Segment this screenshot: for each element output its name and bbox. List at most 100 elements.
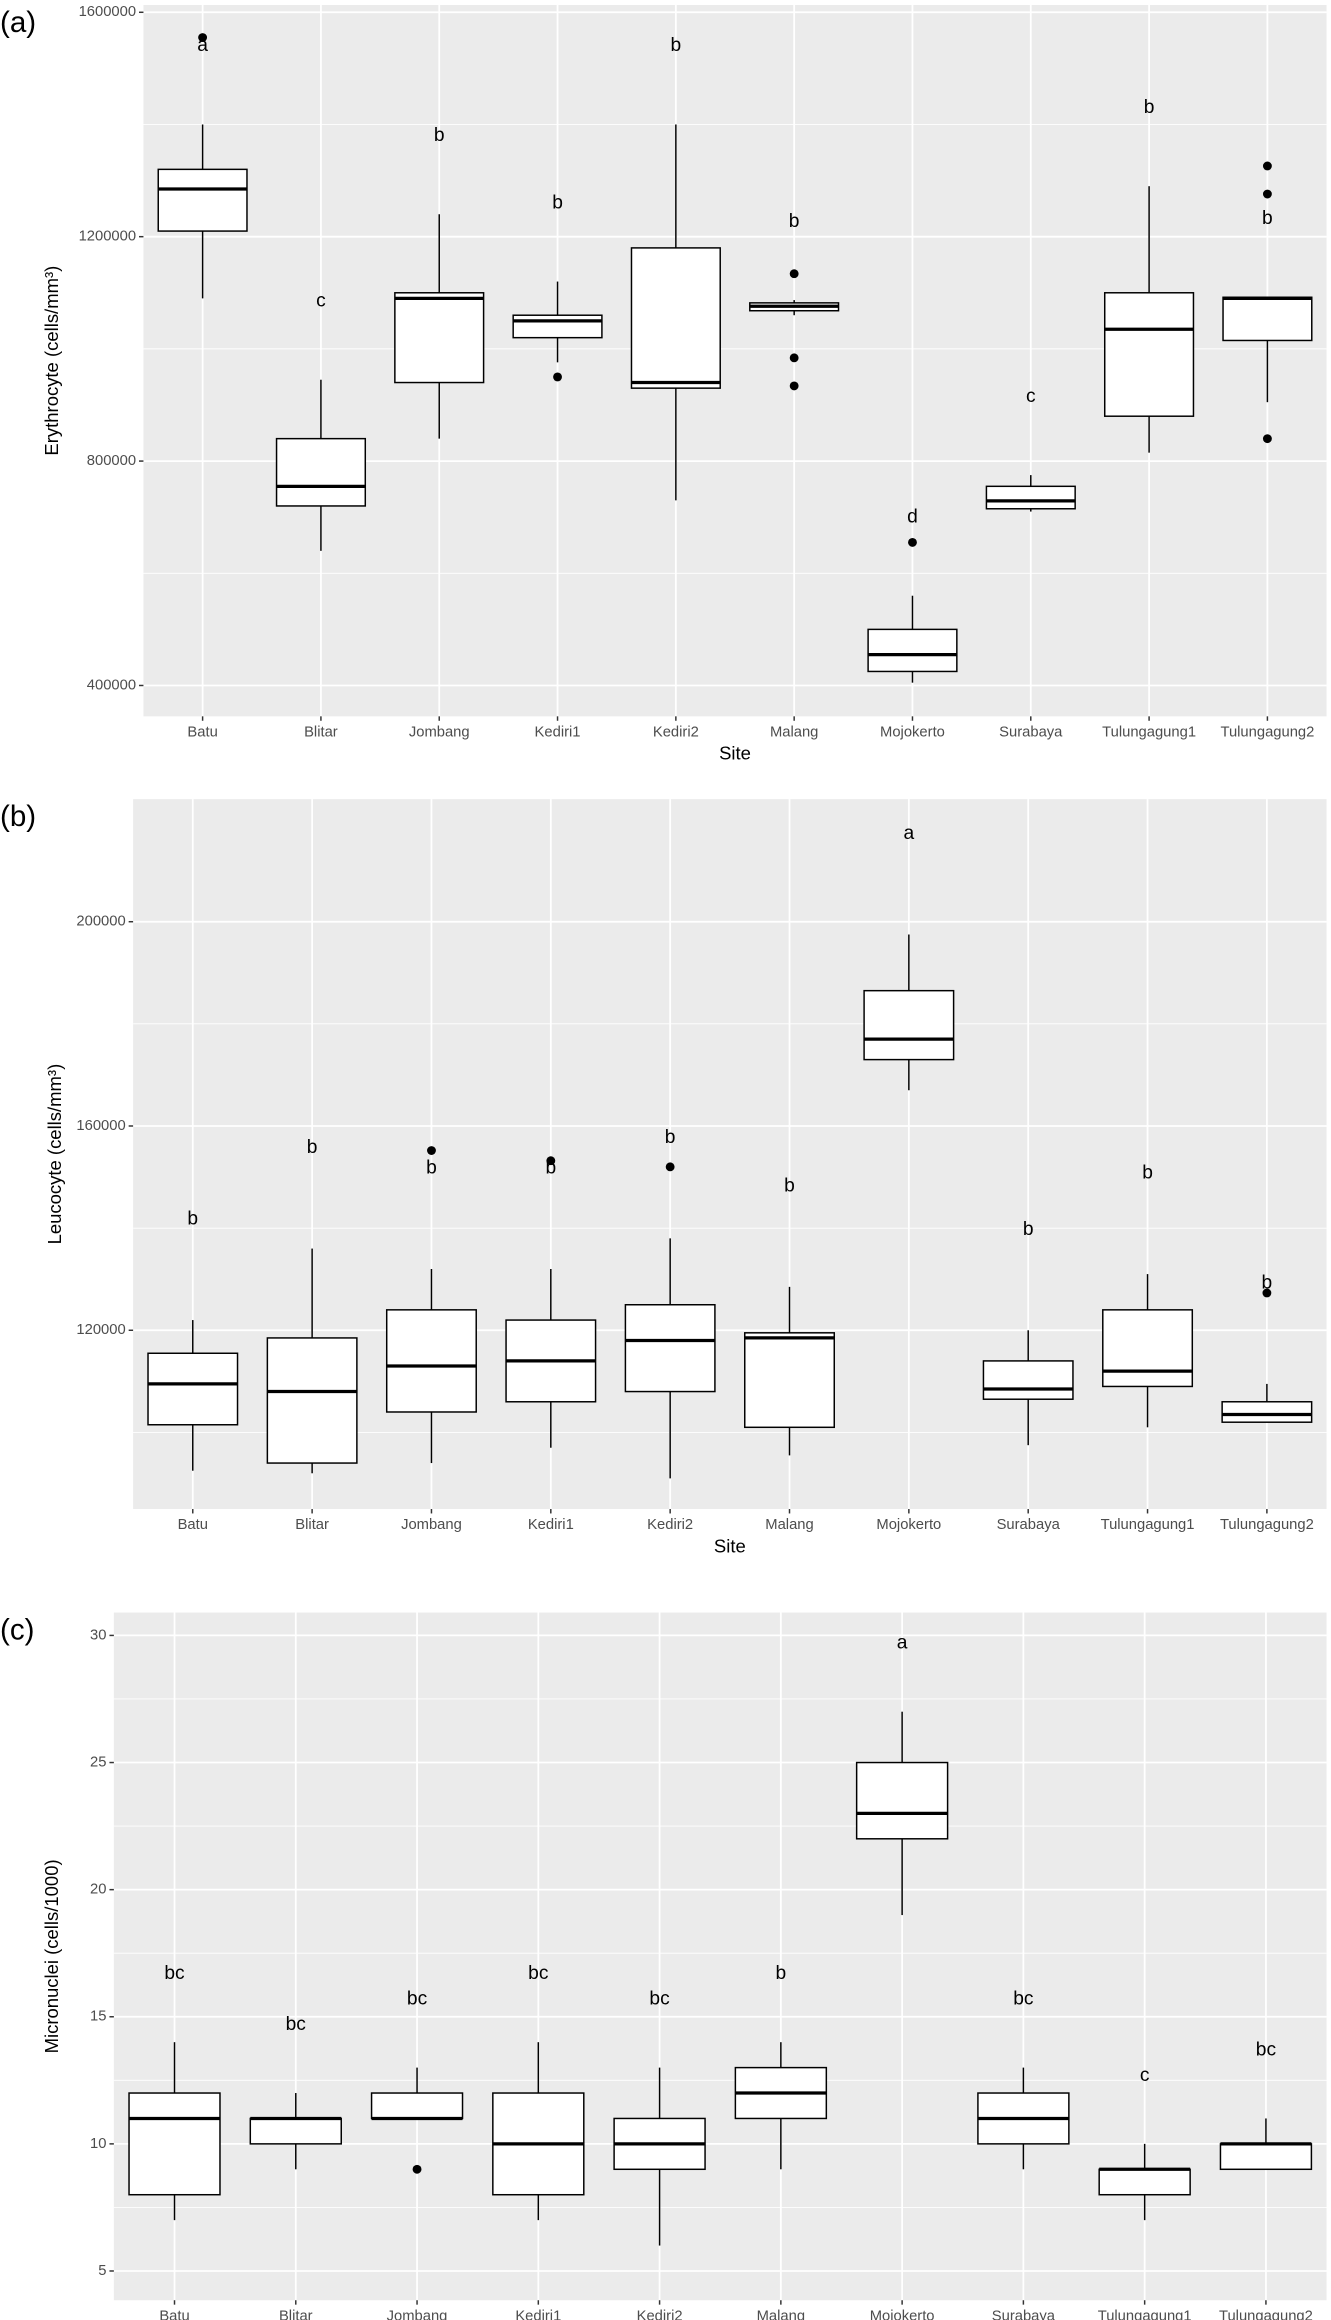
x-tick-label: Kediri1	[535, 725, 581, 741]
y-tick-label: 15	[90, 2009, 106, 2025]
significance-letter: bc	[164, 1963, 185, 1984]
y-axis-title: Leucocyte (cells/mm³)	[44, 1064, 65, 1245]
outlier	[427, 1146, 436, 1155]
significance-letter: a	[897, 1633, 908, 1654]
significance-letter: c	[1026, 386, 1036, 407]
y-tick-label: 1600000	[79, 4, 136, 20]
y-axis-title: Micronuclei (cells/1000)	[41, 1859, 62, 2053]
box	[624, 1304, 716, 1393]
x-tick-label: Blitar	[279, 2308, 313, 2320]
box	[1222, 296, 1313, 342]
significance-letter: c	[316, 290, 326, 311]
outlier	[789, 353, 799, 363]
box	[863, 989, 955, 1061]
significance-letter: b	[1262, 1272, 1273, 1293]
significance-letter: b	[187, 1209, 198, 1230]
x-tick-label: Surabaya	[992, 2308, 1056, 2320]
x-tick-label: Kediri1	[528, 1517, 574, 1533]
y-tick-label: 120000	[76, 1322, 125, 1338]
x-tick-label: Surabaya	[999, 725, 1063, 741]
outlier	[1262, 434, 1272, 444]
x-tick-label: Mojokerto	[870, 2308, 935, 2320]
significance-letter: b	[1023, 1219, 1034, 1240]
box	[157, 168, 248, 232]
significance-letter: bc	[528, 1963, 549, 1984]
box	[275, 437, 367, 507]
outlier	[553, 372, 562, 382]
significance-letter: b	[545, 1158, 556, 1179]
box	[867, 628, 958, 673]
significance-letter: b	[307, 1137, 318, 1158]
significance-letter: b	[434, 125, 445, 146]
x-tick-label: Jombang	[401, 1517, 462, 1533]
x-tick-label: Jombang	[387, 2308, 448, 2320]
x-tick-label: Kediri2	[653, 725, 699, 741]
panel-label: (a)	[0, 6, 36, 39]
box	[394, 292, 485, 384]
x-tick-label: Tulungagung1	[1101, 1517, 1195, 1533]
y-tick-label: 160000	[76, 1118, 125, 1134]
box	[855, 1761, 949, 1840]
y-tick-label: 30	[90, 1627, 106, 1643]
x-tick-label: Malang	[770, 725, 818, 741]
x-tick-label: Mojokerto	[876, 1517, 941, 1533]
box	[1103, 292, 1195, 417]
significance-letter: b	[789, 211, 800, 232]
significance-letter: b	[1262, 208, 1273, 229]
significance-letter: bc	[286, 2014, 307, 2035]
x-tick-label: Kediri2	[647, 1517, 693, 1533]
significance-letter: d	[907, 506, 918, 527]
x-tick-label: Tulungagung1	[1102, 725, 1196, 741]
x-axis-title: Site	[719, 743, 751, 764]
y-tick-label: 1200000	[79, 229, 136, 245]
significance-letter: bc	[649, 1989, 670, 2010]
y-tick-label: 20	[90, 1882, 106, 1898]
significance-letter: bc	[1013, 1989, 1034, 2010]
significance-letter: a	[197, 35, 208, 56]
outlier	[546, 1156, 556, 1166]
y-axis-title: Erythrocyte (cells/mm³)	[41, 266, 62, 456]
outlier	[908, 537, 917, 547]
significance-letter: bc	[407, 1989, 428, 2010]
significance-letter: b	[671, 35, 682, 56]
panel-label: (c)	[0, 1614, 34, 1647]
y-tick-label: 200000	[76, 914, 125, 930]
x-tick-label: Malang	[757, 2308, 805, 2320]
box	[1221, 1401, 1313, 1423]
significance-letter: b	[552, 192, 563, 213]
outlier	[1262, 161, 1272, 171]
outlier	[789, 269, 799, 279]
box	[985, 485, 1076, 510]
x-axis-title: Site	[714, 1535, 746, 1556]
box	[128, 2092, 221, 2196]
box	[249, 2117, 342, 2145]
x-tick-label: Tulungagung2	[1220, 725, 1314, 741]
x-tick-label: Malang	[765, 1517, 813, 1533]
x-tick-label: Tulungagung1	[1098, 2308, 1192, 2320]
x-tick-label: Tulungagung2	[1219, 2308, 1313, 2320]
box	[512, 314, 603, 339]
box	[385, 1309, 477, 1413]
box	[630, 247, 721, 389]
x-tick-label: Tulungagung2	[1220, 1517, 1314, 1533]
significance-letter: b	[665, 1127, 676, 1148]
x-tick-label: Batu	[178, 1517, 208, 1533]
x-tick-label: Surabaya	[997, 1517, 1061, 1533]
box	[1098, 2168, 1191, 2196]
panel-label: (b)	[0, 800, 36, 833]
x-tick-label: Mojokerto	[880, 725, 945, 741]
outlier	[789, 381, 799, 391]
outlier	[198, 33, 208, 42]
significance-letter: a	[903, 823, 914, 844]
outlier	[665, 1162, 675, 1172]
y-tick-label: 5	[98, 2263, 106, 2279]
x-tick-label: Kediri1	[515, 2308, 561, 2320]
significance-letter: b	[784, 1175, 795, 1196]
box	[744, 1332, 835, 1429]
outlier	[412, 2164, 422, 2174]
x-tick-label: Kediri2	[637, 2308, 683, 2320]
y-tick-label: 10	[90, 2136, 106, 2152]
outlier	[1262, 1288, 1272, 1298]
